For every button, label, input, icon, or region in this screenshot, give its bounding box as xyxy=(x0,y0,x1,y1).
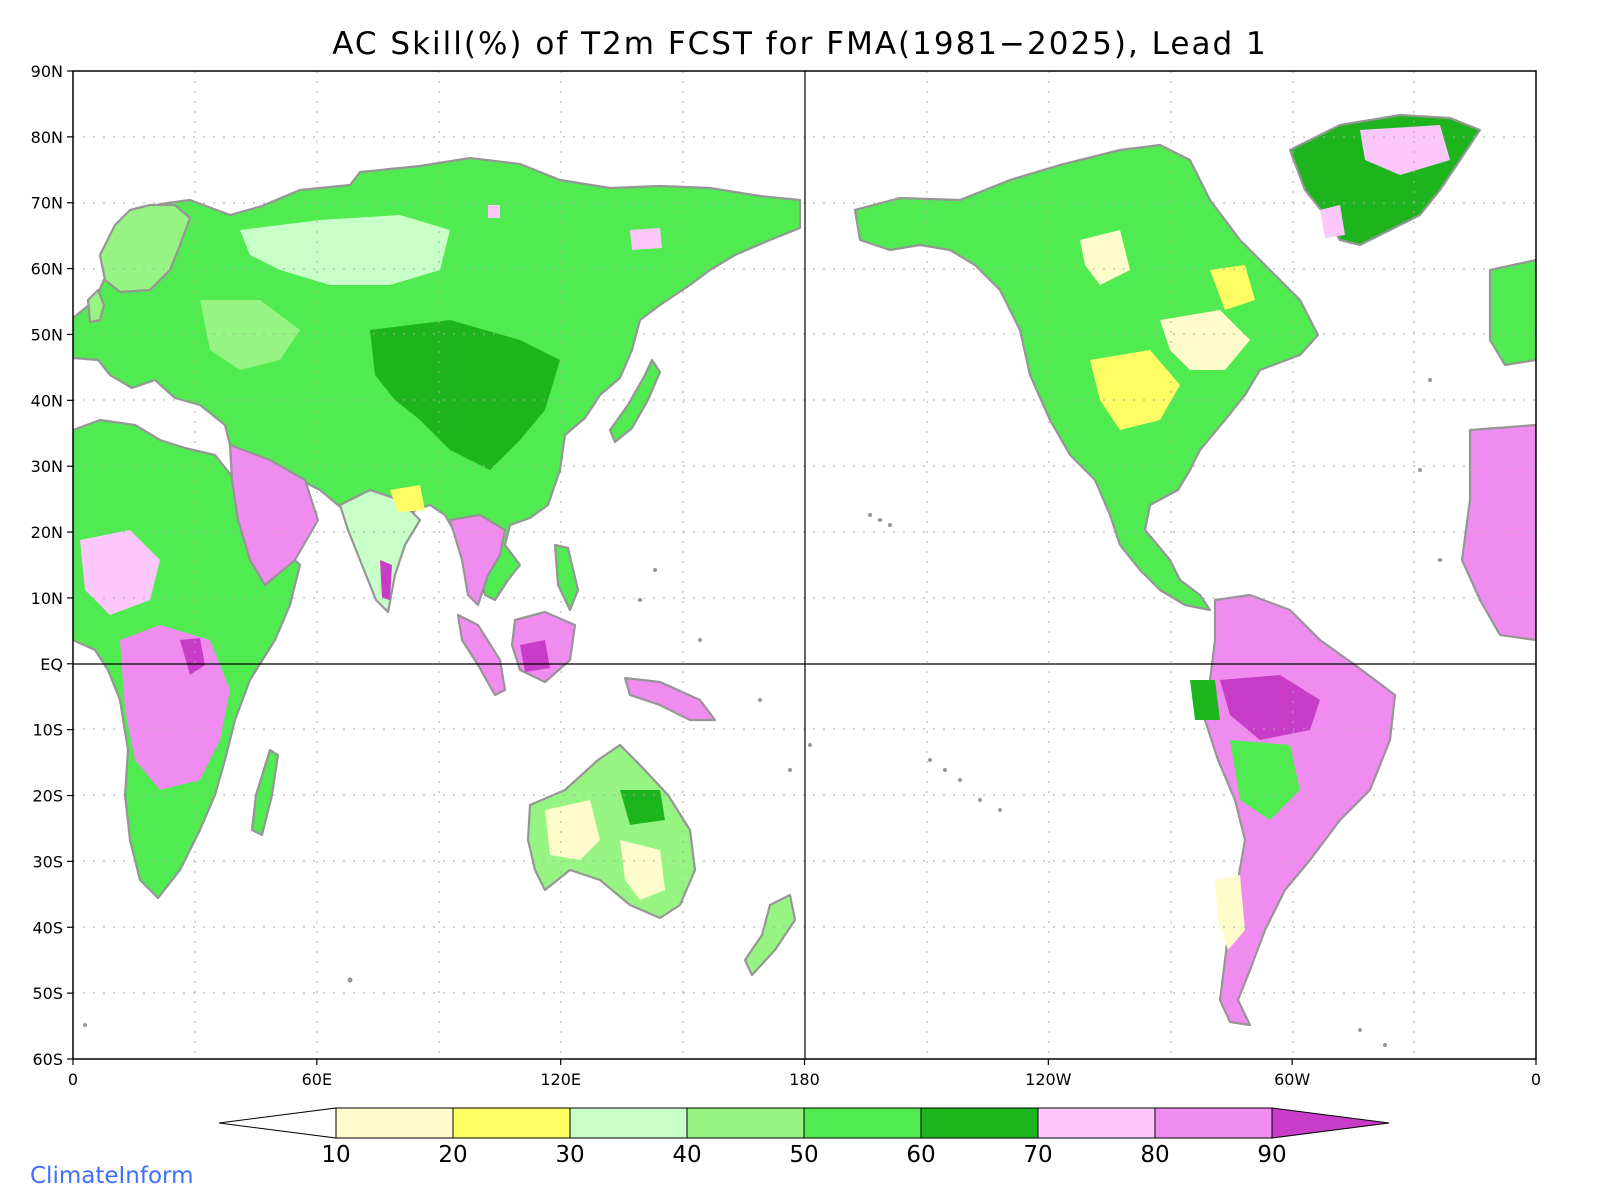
brand-label: ClimateInform xyxy=(30,1163,194,1189)
colorbar-box xyxy=(335,1107,454,1139)
colorbar-label: 70 xyxy=(1023,1142,1052,1168)
colorbar-box xyxy=(920,1107,1039,1139)
lat-tick-label: 40N xyxy=(31,391,63,410)
colorbar-box xyxy=(452,1107,571,1139)
lat-tick-label: 10N xyxy=(31,589,63,608)
lat-tick-label: 30N xyxy=(31,457,63,476)
landmass-sumatra xyxy=(456,613,507,697)
longitude-axis: 0 60E 120E 180 120W 60W 0 xyxy=(68,1059,1541,1089)
lon-tick-label: 120E xyxy=(540,1070,581,1089)
colorbar-label: 60 xyxy=(906,1142,935,1168)
landmass-wrap-east xyxy=(1460,258,1536,642)
lat-tick-label: 30S xyxy=(32,852,63,871)
lat-tick-label: 20N xyxy=(31,523,63,542)
colorbar-label: 50 xyxy=(789,1142,818,1168)
colorbar-box xyxy=(803,1107,922,1139)
landmass-new-guinea xyxy=(623,676,717,722)
lat-tick-label: 40S xyxy=(32,918,63,937)
lon-tick-label: 180 xyxy=(789,1070,820,1089)
lat-tick-label: 10S xyxy=(32,721,63,740)
lat-tick-label: 60S xyxy=(32,1050,63,1069)
colorbar-label: 40 xyxy=(672,1142,701,1168)
lon-tick-label: 120W xyxy=(1025,1070,1072,1089)
lat-tick-label: 20S xyxy=(32,787,63,806)
landmass-new-zealand xyxy=(743,893,797,977)
landmass-japan xyxy=(608,358,662,444)
colorbar-over-triangle xyxy=(1271,1107,1390,1139)
landmass-indochina xyxy=(448,513,507,607)
colorbar-label: 30 xyxy=(555,1142,584,1168)
colorbar-box xyxy=(686,1107,805,1139)
landmass-arabia xyxy=(228,443,320,587)
lat-tick-label: 90N xyxy=(31,62,63,81)
islands xyxy=(83,378,1442,1047)
colorbar-label: 10 xyxy=(321,1142,350,1168)
colorbar-label: 80 xyxy=(1140,1142,1169,1168)
colorbar-box xyxy=(1037,1107,1156,1139)
colorbar-box xyxy=(569,1107,688,1139)
map-title: AC Skill(%) of T2m FCST for FMA(1981−202… xyxy=(332,26,1268,62)
colorbar-under-triangle xyxy=(218,1107,337,1139)
lat-tick-label: 80N xyxy=(31,128,63,147)
lon-tick-label: 0 xyxy=(1531,1070,1541,1089)
colorbar: 10 20 30 40 50 60 70 80 90 xyxy=(218,1107,1390,1168)
landmass-scandinavia xyxy=(98,203,192,294)
landmass-uk xyxy=(86,288,106,324)
landmass-india xyxy=(338,488,422,614)
lat-tick-label: 60N xyxy=(31,260,63,279)
lat-tick-label: EQ xyxy=(40,655,63,674)
lon-tick-label: 60E xyxy=(302,1070,332,1089)
colorbar-box xyxy=(1154,1107,1273,1139)
latitude-axis: 90N 80N 70N 60N 50N 40N 30N 20N 10N EQ 10S 20S 30S 40… xyxy=(31,62,73,1069)
colorbar-label: 90 xyxy=(1257,1142,1286,1168)
lat-tick-label: 50N xyxy=(31,325,63,344)
lat-tick-label: 70N xyxy=(31,194,63,213)
landmass-north-america xyxy=(853,143,1320,612)
skill-patches xyxy=(80,125,1450,950)
lat-tick-label: 50S xyxy=(32,984,63,1003)
lon-tick-label: 60W xyxy=(1274,1070,1310,1089)
lon-tick-label: 0 xyxy=(68,1070,78,1089)
landmass-madagascar xyxy=(250,748,280,837)
colorbar-label: 20 xyxy=(438,1142,467,1168)
